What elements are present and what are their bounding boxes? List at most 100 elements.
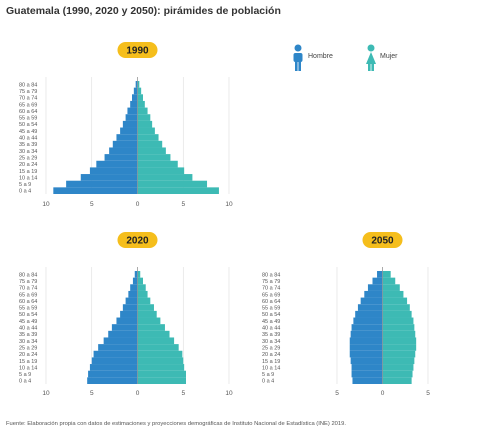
age-group-label: 0 a 4 xyxy=(19,379,31,385)
legend-label-hombre: Hombre xyxy=(308,53,333,60)
bar-hombre xyxy=(132,94,138,101)
bar-hombre xyxy=(135,81,138,88)
age-group-label: 50 a 54 xyxy=(19,122,37,128)
age-group-label: 65 a 69 xyxy=(19,292,37,298)
bar-mujer xyxy=(382,290,404,298)
bar-hombre xyxy=(89,167,138,175)
bar-mujer xyxy=(382,310,412,318)
bar-mujer xyxy=(137,81,140,88)
bar-hombre xyxy=(122,120,138,128)
bar-mujer xyxy=(382,297,408,305)
bar-hombre xyxy=(351,324,383,331)
bar-hombre xyxy=(360,297,383,305)
x-tick-label: 0 xyxy=(136,201,140,208)
age-group-label: 10 a 14 xyxy=(19,175,37,181)
bar-hombre xyxy=(349,350,383,358)
bar-mujer xyxy=(137,147,166,155)
bar-hombre xyxy=(93,350,138,358)
bar-mujer xyxy=(137,107,148,115)
x-tick-label: 10 xyxy=(225,201,233,208)
bar-mujer xyxy=(382,377,412,384)
bar-mujer xyxy=(137,344,179,351)
age-group-label: 40 a 44 xyxy=(262,326,280,332)
age-group-label: 55 a 59 xyxy=(19,116,37,122)
age-group-label: 80 a 84 xyxy=(262,272,280,278)
year-badge xyxy=(117,232,158,248)
age-group-label: 60 a 64 xyxy=(262,299,280,305)
age-group-label: 70 a 74 xyxy=(19,286,37,292)
bar-hombre xyxy=(120,310,138,318)
bar-mujer xyxy=(382,337,417,345)
bar-mujer xyxy=(382,364,414,371)
bar-hombre xyxy=(116,134,138,141)
bar-hombre xyxy=(372,277,383,285)
bar-mujer xyxy=(137,290,148,298)
age-group-label: 80 a 84 xyxy=(19,272,37,278)
age-group-label: 15 a 19 xyxy=(19,169,37,175)
bar-hombre xyxy=(111,324,138,331)
bar-hombre xyxy=(80,174,138,181)
bar-mujer xyxy=(382,304,410,311)
age-group-label: 0 a 4 xyxy=(19,189,31,195)
age-group-label: 55 a 59 xyxy=(262,306,280,312)
bar-mujer xyxy=(137,317,161,325)
age-group-label: 60 a 64 xyxy=(19,299,37,305)
bar-mujer xyxy=(137,134,159,141)
bar-hombre xyxy=(109,147,138,155)
bar-hombre xyxy=(377,271,383,278)
age-group-label: 30 a 34 xyxy=(19,149,37,155)
bar-mujer xyxy=(137,160,178,168)
age-group-label: 75 a 79 xyxy=(19,89,37,95)
bar-hombre xyxy=(116,317,138,325)
bar-mujer xyxy=(137,370,186,378)
age-group-label: 40 a 44 xyxy=(19,136,37,142)
page-title: Guatemala (1990, 2020 y 2050): pirámides… xyxy=(6,5,281,17)
age-group-label: 55 a 59 xyxy=(19,306,37,312)
x-tick-label: 0 xyxy=(381,390,385,397)
age-group-label: 10 a 14 xyxy=(262,365,280,371)
bar-mujer xyxy=(382,344,417,351)
age-group-label: 70 a 74 xyxy=(19,96,37,102)
bar-mujer xyxy=(382,284,400,291)
bar-hombre xyxy=(130,284,138,291)
age-group-label: 15 a 19 xyxy=(262,359,280,365)
bar-hombre xyxy=(104,154,138,161)
age-group-label: 40 a 44 xyxy=(19,326,37,332)
bar-hombre xyxy=(122,304,138,311)
year-badge-label: 2050 xyxy=(371,236,394,247)
bar-hombre xyxy=(351,364,383,371)
x-tick-label: 10 xyxy=(42,201,50,208)
bar-hombre xyxy=(66,180,138,188)
age-group-label: 35 a 39 xyxy=(19,332,37,338)
x-tick-label: 5 xyxy=(426,390,430,397)
age-group-label: 5 a 9 xyxy=(262,372,274,378)
x-tick-label: 5 xyxy=(181,201,185,208)
bar-hombre xyxy=(132,277,138,285)
bar-mujer xyxy=(137,140,163,148)
bar-mujer xyxy=(137,154,171,161)
bar-mujer xyxy=(382,271,391,278)
age-group-label: 25 a 29 xyxy=(262,345,280,351)
bar-hombre xyxy=(133,87,138,95)
x-tick-label: 5 xyxy=(90,390,94,397)
year-badge xyxy=(117,42,158,58)
bar-mujer xyxy=(382,324,415,331)
bar-hombre xyxy=(351,370,383,378)
bar-mujer xyxy=(137,364,185,371)
bar-hombre xyxy=(91,357,138,365)
bar-hombre xyxy=(87,377,138,384)
bar-mujer xyxy=(137,167,185,175)
bar-hombre xyxy=(88,370,138,378)
age-group-label: 10 a 14 xyxy=(19,365,37,371)
bar-mujer xyxy=(137,100,145,108)
bar-hombre xyxy=(355,310,383,318)
bar-mujer xyxy=(137,284,146,291)
bar-hombre xyxy=(350,357,383,365)
age-group-label: 75 a 79 xyxy=(19,279,37,285)
age-group-label: 45 a 49 xyxy=(19,319,37,325)
bar-mujer xyxy=(137,350,183,358)
bar-mujer xyxy=(382,330,416,338)
bar-mujer xyxy=(137,94,143,101)
